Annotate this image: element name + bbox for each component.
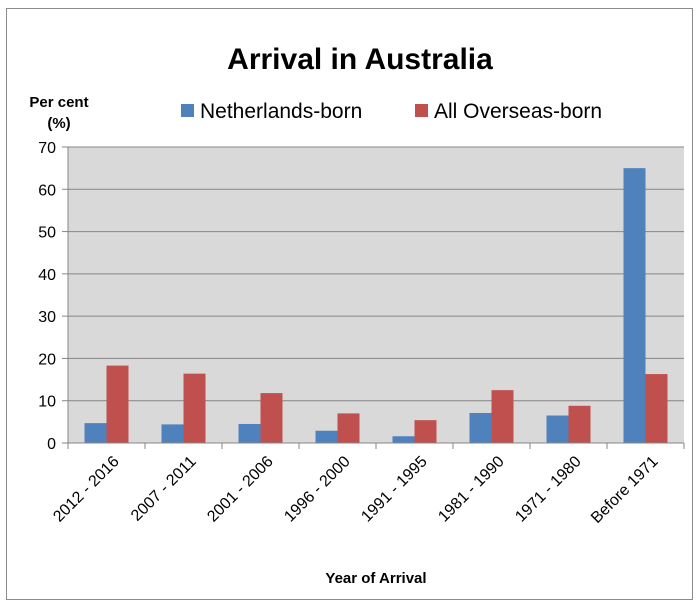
x-tick-label: 1991 - 1995 (358, 453, 430, 525)
y-tick-label: 60 (38, 182, 56, 199)
bar-all-overseas-born-4 (414, 420, 437, 443)
chart-svg: Arrival in Australia Per cent (%) Nether… (29, 43, 685, 587)
y-tick-label: 70 (38, 140, 56, 157)
y-tick-label: 0 (47, 436, 56, 453)
x-tick-label: 2007 - 2011 (128, 453, 200, 525)
bar-all-overseas-born-3 (337, 413, 360, 443)
bar-netherlands-born-1 (161, 424, 184, 443)
legend: Netherlands-born All Overseas-born (181, 100, 602, 123)
x-tick-labels: 2012 - 2016 2007 - 2011 2001 - 2006 1996 - … (50, 443, 685, 527)
legend-swatch-all-overseas-born (415, 104, 428, 117)
bars (84, 168, 668, 443)
y-axis-title-line1: Per cent (29, 94, 88, 111)
y-axis-title-line2: (%) (47, 115, 70, 132)
bar-netherlands-born-7 (623, 168, 646, 443)
bar-all-overseas-born-5 (491, 390, 514, 443)
x-tick-label: Before 1971 (588, 453, 662, 527)
legend-swatch-netherlands-born (181, 104, 194, 117)
bar-netherlands-born-2 (238, 423, 261, 443)
legend-label-netherlands-born: Netherlands-born (200, 100, 362, 123)
y-tick-label: 20 (38, 351, 56, 368)
x-tick-label: 2001 - 2006 (204, 453, 276, 525)
bar-all-overseas-born-7 (645, 374, 668, 443)
x-tick-label: 1996 - 2000 (281, 453, 353, 525)
legend-label-all-overseas-born: All Overseas-born (434, 100, 602, 123)
chart-frame: Arrival in Australia Per cent (%) Nether… (6, 8, 693, 600)
plot-area (68, 147, 684, 443)
x-axis-title: Year of Arrival (325, 570, 426, 587)
gridlines (68, 146, 684, 402)
bar-all-overseas-born-1 (183, 373, 206, 443)
bar-netherlands-born-0 (84, 423, 107, 443)
bar-all-overseas-born-0 (106, 365, 129, 443)
bar-netherlands-born-4 (392, 436, 415, 443)
bar-netherlands-born-6 (546, 415, 569, 443)
bar-all-overseas-born-2 (260, 393, 283, 443)
y-tick-label: 30 (38, 309, 56, 326)
y-tick-label: 10 (38, 394, 56, 411)
x-tick-label: 1981 - 1990 (435, 453, 507, 525)
bar-netherlands-born-3 (315, 430, 338, 443)
bar-all-overseas-born-6 (568, 405, 591, 443)
bar-netherlands-born-5 (469, 412, 492, 443)
y-tick-label: 40 (38, 267, 56, 284)
x-tick-label: 1971 - 1980 (512, 453, 584, 525)
x-tick-label: 2012 - 2016 (50, 453, 122, 525)
y-tick-label: 50 (38, 225, 56, 242)
chart-title: Arrival in Australia (227, 43, 493, 76)
y-tick-labels: 0 10 20 30 40 50 60 70 (38, 140, 68, 453)
